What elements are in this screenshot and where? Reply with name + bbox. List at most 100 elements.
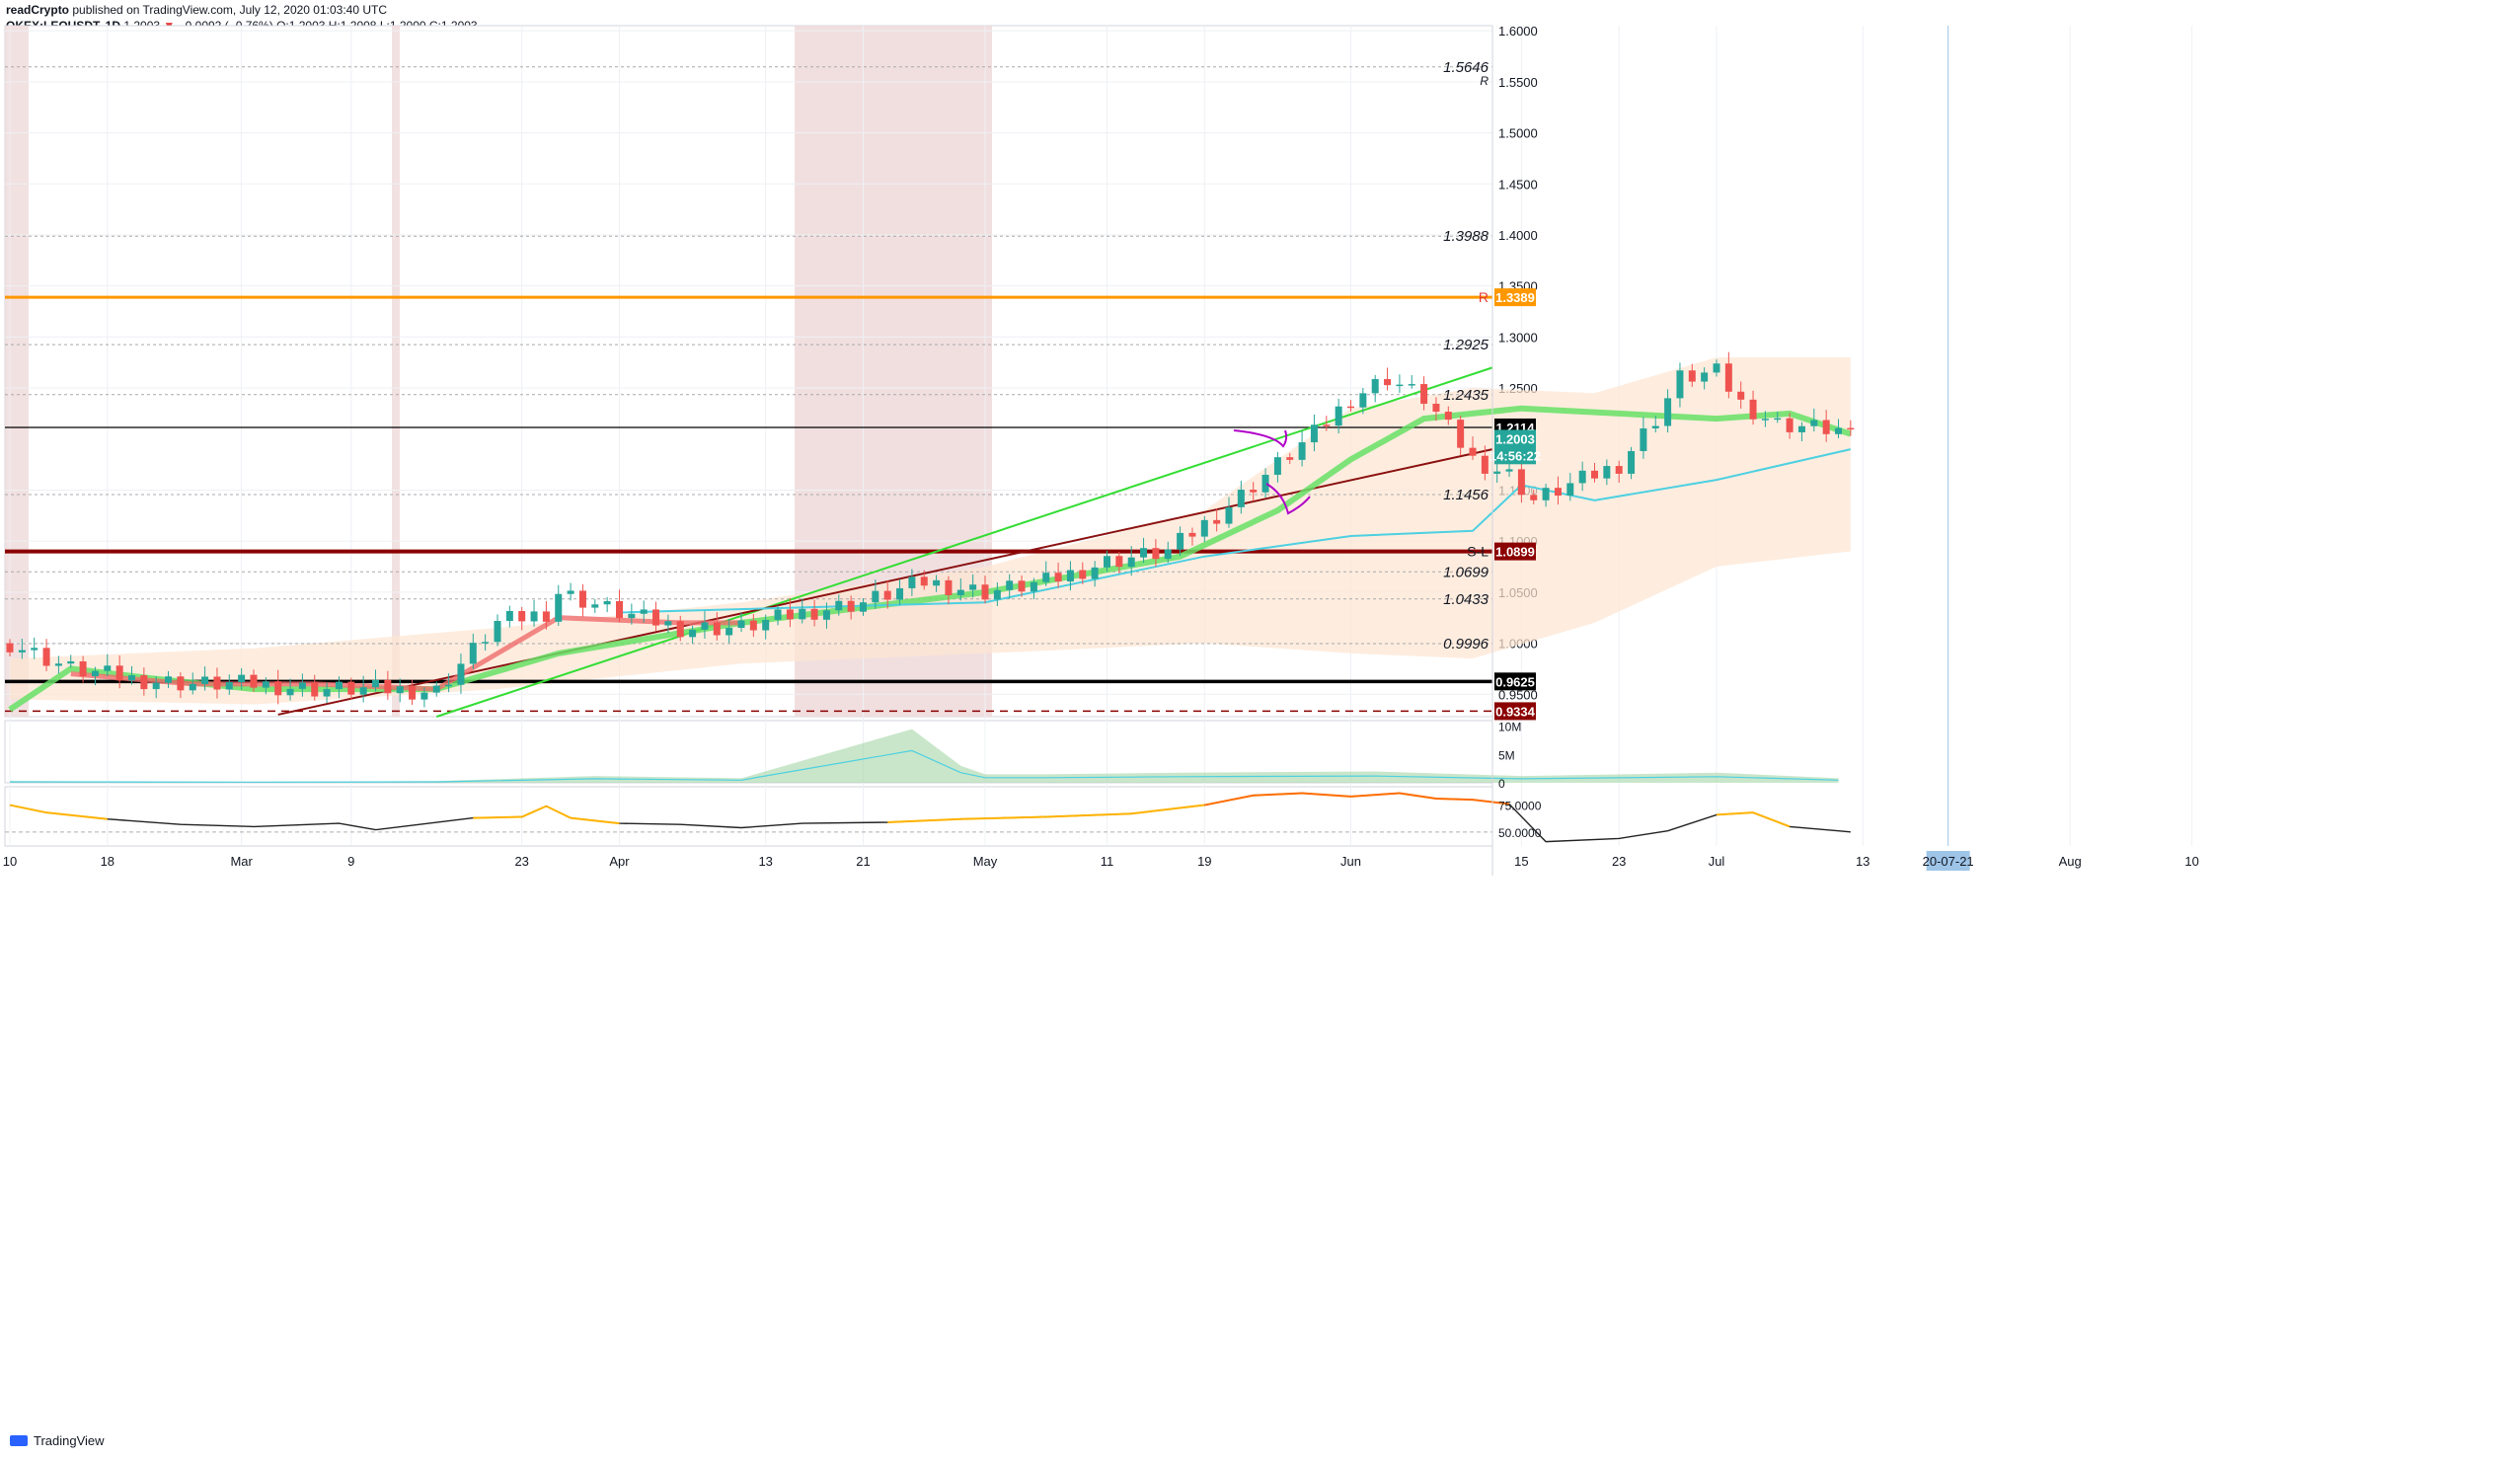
candle-body [1018,580,1026,592]
purple-arrow-mark [1265,483,1311,515]
candle-body [140,675,148,690]
candle-body [311,682,319,697]
x-tick-label: 9 [347,854,354,869]
candle-body [1384,379,1392,386]
candle-body [286,688,294,696]
candle-body [1310,424,1318,443]
candle-body [1286,457,1294,460]
candle-body [1030,581,1037,592]
candle-body [1177,532,1184,550]
candle-body [347,681,355,695]
price-band [10,357,1851,705]
x-tick-label: 10 [2184,854,2198,869]
candle-body [835,600,843,611]
x-tick-label: Aug [2059,854,2082,869]
price-label-text: 1.3389 [1495,290,1535,305]
candle-body [1371,379,1379,394]
candle-body [542,611,550,622]
candle-body [518,610,526,622]
candle-body [664,621,672,626]
candle-body [298,682,306,689]
x-tick-label: Jul [1709,854,1725,869]
oscillator-hot-segment [473,815,522,819]
candle-body [1420,384,1428,404]
oscillator-hot-segment [1253,792,1303,797]
x-tick-label: Jun [1340,854,1361,869]
osc-tick-label: 75.0000 [1498,800,1542,813]
oscillator-hot-segment [1350,792,1400,798]
candle-body [1335,406,1342,426]
price-label-mark: R [1479,289,1489,305]
purple-arrow-mark [1233,429,1288,448]
candle-body [1786,418,1794,432]
y-tick-label: 1.6000 [1498,24,1538,38]
x-tick-label: 18 [101,854,115,869]
oscillator-hot-segment [1399,792,1437,800]
price-label-text: 14:56:22 [1489,448,1541,463]
price-label-mark: S-L [1467,544,1489,560]
candle-body [981,584,989,600]
candle-body [701,622,709,630]
candle-body [1200,519,1208,537]
candle-body [762,619,770,631]
y-tick-label: 1.5500 [1498,75,1538,90]
x-tick-label: Apr [609,854,630,869]
x-tick-label: 10 [3,854,17,869]
candle-body [1444,412,1452,421]
oscillator-hot-segment [570,816,620,825]
candle-body [1298,442,1306,460]
candle-body [494,621,501,643]
candle-body [749,620,757,631]
candle-body [152,682,160,690]
candle-body [1774,418,1782,421]
y-tick-label: 1.5000 [1498,126,1538,141]
price-label-text: 1.2003 [1495,431,1535,446]
volume-ma-line [9,749,1839,783]
candle-body [1152,548,1160,560]
candle-body [628,613,636,619]
candle-body [774,609,782,620]
price-label-box [1494,702,1536,721]
candle-body [1603,466,1611,479]
candle-body [1566,483,1574,497]
y-tick-label: 0.9500 [1498,687,1538,702]
candle-body [1517,469,1525,496]
candle-body [91,670,99,677]
x-tick-label: May [973,854,998,869]
volume-tick-label: 0 [1498,777,1505,791]
y-tick-label: 1.4000 [1498,228,1538,243]
price-label-box [1494,672,1536,691]
candle-body [18,650,26,653]
candle-body [1628,450,1636,474]
x-tick-label: 21 [856,854,870,869]
candle-body [676,621,684,638]
candle-body [1578,470,1586,484]
oscillator-hot-segment [45,811,108,820]
brand-label: TradingView [34,1433,105,1448]
candle-body [640,609,648,614]
candle-body [1713,363,1720,373]
y-tick-label: 1.3000 [1498,330,1538,345]
candle-body [1688,370,1696,382]
y-tick-label: 1.4500 [1498,177,1538,192]
candle-body [457,663,465,685]
candle-body [104,665,112,671]
price-label-box [1494,542,1536,561]
candle-body [262,681,269,688]
level-label: 1.1456 [1443,487,1489,503]
candle-body [689,629,697,638]
candle-body [933,579,941,586]
candle-body [1493,471,1501,474]
candle-body [372,679,379,688]
candle-body [1737,391,1745,400]
candle-body [737,620,745,629]
candle-body [359,687,367,695]
footer: TradingView [10,1433,105,1448]
candle-body [1457,420,1465,448]
candle-body [225,682,233,690]
price-label-text: 0.9625 [1495,674,1535,689]
candle-body [505,610,513,622]
candle-body [189,683,196,691]
candle-body [482,642,490,644]
